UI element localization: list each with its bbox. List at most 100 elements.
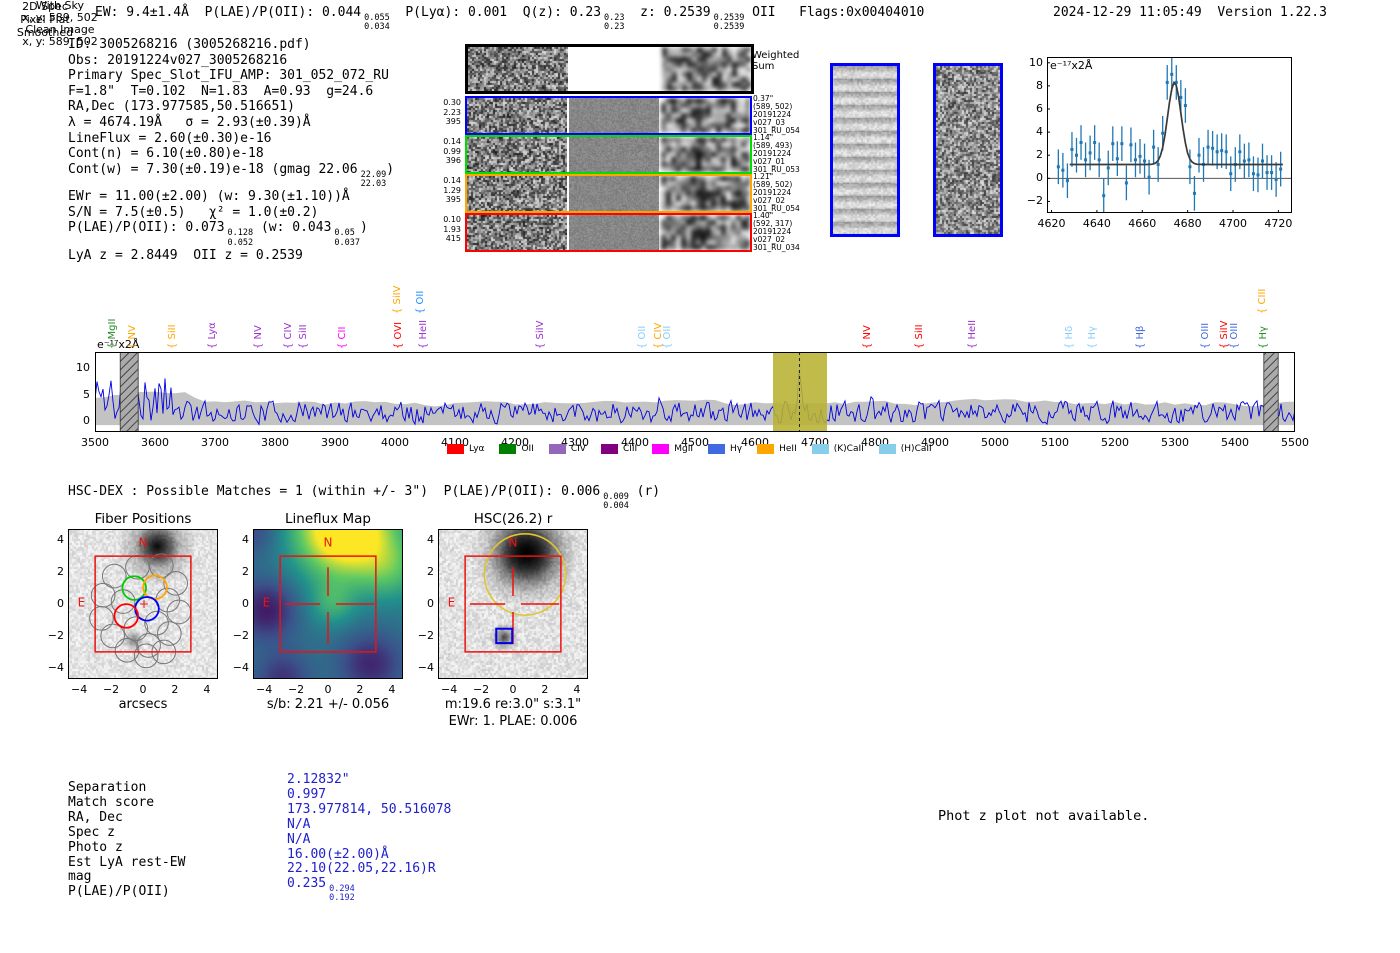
y-tick-label: 0: [1036, 171, 1043, 185]
hsc-dex-line: HSC-DEX : Possible Matches = 1 (within +…: [68, 484, 661, 512]
y-tick-label: 6: [1036, 102, 1043, 115]
y-tick-label: −4: [417, 660, 434, 674]
clean-image: [933, 63, 1003, 237]
x-tick-label: 3700: [201, 436, 229, 449]
noise-image: [661, 137, 750, 172]
noise-image: [467, 98, 567, 133]
noise-image: [833, 66, 897, 234]
gap: [567, 98, 569, 133]
spec2d-row-left-stats: 0.14 0.99 396: [443, 137, 461, 165]
noise-image: [468, 47, 568, 91]
info-line: ID: 3005268216 (3005268216.pdf): [68, 37, 311, 52]
noise-image: [662, 47, 751, 91]
match-row-value: 16.00(±2.00)Å: [287, 846, 389, 862]
legend-label: Lyα: [469, 444, 485, 454]
x-tick-label: 4500: [681, 436, 709, 449]
header-summary-line: EW: 9.4±1.4Å P(LAE)/P(OII): 0.044 0.055 0.…: [95, 5, 925, 33]
x-tick-label: 3600: [141, 436, 169, 449]
x-tick-label: 4660: [1128, 217, 1157, 230]
noise-image: [467, 215, 567, 250]
legend-swatch: [708, 444, 726, 454]
x-tick-label: 4680: [1173, 217, 1202, 230]
x-tick-label: 5500: [1281, 436, 1309, 449]
x-tick-label: −2: [472, 683, 490, 696]
gap: [660, 47, 662, 91]
cutout-image: [438, 529, 588, 679]
y-tick-label: 2: [1036, 148, 1043, 162]
legend-swatch: [447, 444, 464, 454]
legend-item: MgII: [652, 444, 693, 454]
noise-image: [569, 98, 659, 133]
info-line: λ = 4674.19Å σ = 2.93(±0.39)Å: [68, 114, 311, 130]
y-tick-label: 8: [1036, 78, 1043, 92]
y-tick-label: −2: [417, 628, 434, 642]
cutout-xlabel: m:19.6 re:3.0" s:3.1": [444, 697, 582, 712]
with-sky-image: [830, 63, 900, 237]
match-row-label: RA, Dec: [68, 809, 123, 825]
x-tick-label: 5300: [1161, 436, 1189, 449]
match-row-value: N/A: [287, 816, 311, 832]
info-line: LyA z = 2.8449 OII z = 0.2539: [68, 247, 303, 263]
svg-text:E: E: [78, 595, 86, 609]
noise-image: [467, 176, 567, 211]
x-tick-label: 4000: [381, 436, 409, 449]
zoom-plot-canvas: [1047, 57, 1292, 213]
svg-text:+: +: [139, 597, 149, 611]
emission-marker-OII: { OII: [636, 325, 648, 349]
info-line: S/N = 7.5(±0.5) χ² = 1.0(±0.2): [68, 204, 319, 220]
x-tick-label: 4640: [1082, 217, 1111, 230]
emission-marker-OII: { OII: [661, 325, 673, 349]
noise-image: [438, 529, 588, 679]
noise-image: [569, 176, 659, 211]
noise-image: [569, 137, 659, 172]
match-row-label: P(LAE)/P(OII): [68, 884, 170, 900]
legend-swatch: [652, 444, 670, 454]
gap: [567, 215, 569, 250]
x-tick-label: 4300: [561, 436, 589, 449]
spec2d-panel: 2D Spec Pixel Flat Smoothed Weighted Sum 0.30…: [0, 0, 800, 252]
gap: [567, 176, 569, 211]
header-datetime-version: 2024-12-29 11:05:49 Version 1.22.3: [1053, 5, 1327, 20]
match-row-value: 22.10(22.05,22.16)R: [287, 861, 436, 877]
info-line: P(LAE)/P(OII): 0.073 0.128 0.052 (w: 0.043…: [68, 220, 368, 248]
svg-text:E: E: [263, 595, 271, 609]
spec2d-row-right-info: 1.40" (592, 317) 20191224 v027_02 301_RU_034: [753, 211, 800, 252]
x-tick-label: 2: [356, 683, 364, 696]
x-tick-label: 5200: [1101, 436, 1129, 449]
noise-image: [936, 66, 1000, 234]
x-tick-label: 2: [171, 683, 179, 696]
info-line: Cont(w) = 7.30(±0.19)e-18 (gmag 22.06 22.…: [68, 161, 395, 189]
emission-marker-NV: { NV: [253, 325, 265, 349]
y-tick-label: −2: [1026, 194, 1043, 208]
emission-marker-OVI: { OVI: [393, 321, 404, 349]
emission-marker-SiII: { SiII: [297, 324, 309, 349]
noise-image: [661, 176, 750, 211]
emission-marker-SiII: { SiII: [166, 324, 178, 349]
noise-image: [661, 98, 750, 133]
match-row-value: 0.997: [287, 786, 327, 802]
y-tick-label: 5: [83, 387, 90, 401]
spec2d-strip: [465, 44, 754, 94]
y-tick-label: 0: [242, 597, 249, 610]
svg-text:N: N: [509, 536, 518, 550]
y-tick-label: 4: [1036, 125, 1043, 139]
emission-marker-MgII: { MgII: [106, 318, 118, 349]
x-tick-label: 4900: [921, 436, 949, 449]
legend-item: OII: [499, 444, 534, 454]
y-tick-label: 2: [57, 565, 64, 579]
y-tick-label: 10: [76, 361, 90, 374]
emission-marker-CIV: { CIV: [282, 322, 294, 349]
gap: [659, 176, 661, 211]
emission-marker-Hγ: { Hγ: [1258, 326, 1270, 349]
y-tick-label: 0: [83, 414, 90, 428]
spec2d-strip: [465, 135, 752, 174]
cutout-xlabel: s/b: 2.21 +/- 0.056: [266, 697, 390, 712]
sky-panel-title: With Sky x, y: 589, 502: [22, 0, 98, 24]
match-row-value: 173.977814, 50.516078: [287, 801, 452, 817]
sky-panel-title: Clean Image x, y: 589, 502: [22, 23, 98, 48]
legend-item: CIII: [600, 444, 637, 454]
x-tick-label: 5400: [1221, 436, 1249, 449]
x-tick-label: 4720: [1264, 217, 1293, 230]
noise-image: [569, 215, 659, 250]
spec2d-row-left-stats: 0.10 1.93 415: [443, 215, 461, 243]
